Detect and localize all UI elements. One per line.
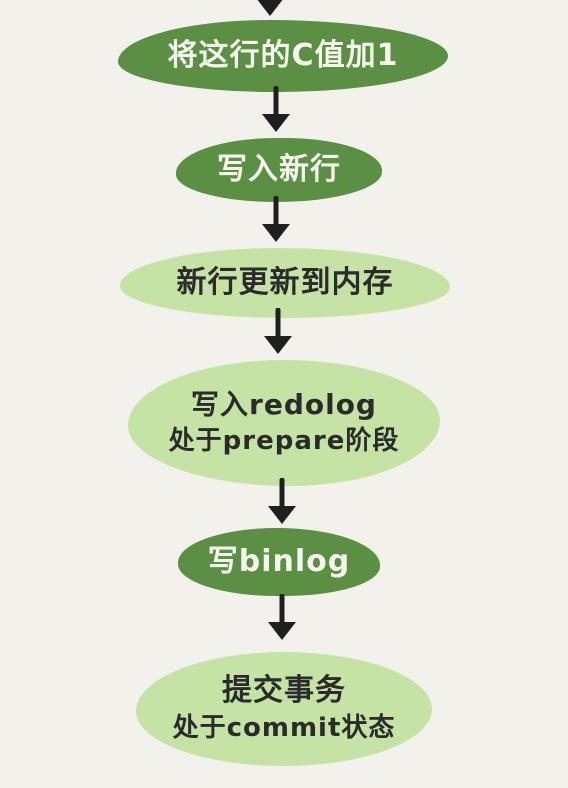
step-label: 写binlog [207,543,351,579]
step-label-line1: 写入redolog [191,387,377,421]
arrow-down-icon [257,0,283,16]
step-label: 新行更新到内存 [176,264,394,300]
step-write-binlog: 写binlog [178,528,380,596]
step-label-line2: 处于commit状态 [172,713,396,744]
arrow-down-icon [268,594,296,640]
step-label: 写入新行 [217,151,341,187]
step-label-line1: 提交事务 [222,672,346,708]
step-update-c-value: 将这行的C值加1 [118,20,448,92]
step-label: 将这行的C值加1 [167,37,399,73]
arrow-down-icon [262,196,290,242]
step-write-new-row: 写入新行 [176,138,382,202]
arrow-down-icon [262,86,290,132]
arrow-down-icon [264,308,292,354]
step-update-memory: 新行更新到内存 [120,248,450,318]
arrow-down-icon [268,478,296,524]
step-commit-transaction: 提交事务 处于commit状态 [136,652,432,766]
step-write-redolog-prepare: 写入redolog 处于prepare阶段 [128,360,440,486]
step-label-line2: 处于prepare阶段 [168,426,400,457]
